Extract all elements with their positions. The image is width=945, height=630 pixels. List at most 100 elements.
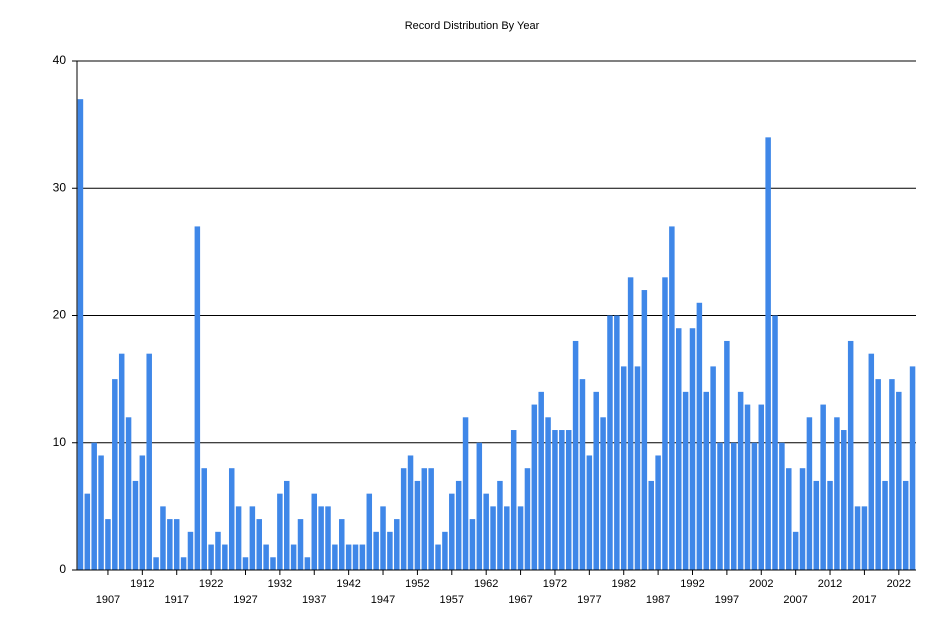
bar <box>875 379 881 570</box>
bar <box>325 506 331 570</box>
bar <box>751 442 758 570</box>
bar <box>242 557 249 570</box>
bar <box>201 468 207 570</box>
bar <box>339 519 345 570</box>
bar <box>173 519 180 570</box>
x-tick-label: 2007 <box>783 594 807 606</box>
bar <box>538 391 544 570</box>
bar <box>510 430 517 570</box>
bar <box>98 455 104 570</box>
bar <box>277 493 283 570</box>
bar <box>882 480 888 570</box>
bar <box>77 99 84 571</box>
bar <box>662 277 668 570</box>
bar <box>593 391 599 570</box>
bar <box>847 340 854 570</box>
bar <box>469 519 476 570</box>
bar <box>84 493 91 570</box>
x-tick-label: 2017 <box>852 594 876 606</box>
bar <box>118 353 125 570</box>
chart-title: Record Distribution By Year <box>405 20 540 32</box>
bar <box>779 442 785 570</box>
bar <box>132 480 139 570</box>
bar <box>689 328 696 570</box>
bar <box>270 557 276 570</box>
x-tick-label: 1932 <box>268 578 292 590</box>
bar <box>620 366 627 570</box>
bar <box>861 506 868 570</box>
bar <box>380 506 386 570</box>
bar <box>387 531 393 570</box>
x-tick-label: 1962 <box>474 578 498 590</box>
bar <box>703 391 710 570</box>
bar <box>497 480 503 570</box>
bar <box>868 353 875 570</box>
bar <box>524 468 531 570</box>
bar <box>614 315 620 570</box>
bar <box>627 277 634 570</box>
y-tick-label: 40 <box>53 53 67 67</box>
x-tick-label: 1972 <box>543 578 567 590</box>
x-tick-label: 1937 <box>302 594 326 606</box>
x-tick-label: 1942 <box>336 578 360 590</box>
bar <box>634 366 641 570</box>
bar <box>517 506 524 570</box>
bar <box>710 366 716 570</box>
bar <box>572 340 579 570</box>
bar <box>565 430 572 570</box>
bar <box>449 493 455 570</box>
y-tick-label: 10 <box>53 435 67 449</box>
bar <box>724 340 730 570</box>
bar <box>476 442 483 570</box>
bar <box>222 544 228 570</box>
bar <box>552 430 558 570</box>
bar <box>854 506 861 570</box>
bar <box>180 557 187 570</box>
bar <box>669 226 675 571</box>
y-tick-label: 20 <box>53 308 67 322</box>
bar <box>215 531 221 570</box>
bar <box>889 379 895 570</box>
bar <box>902 480 909 570</box>
bar <box>717 442 723 570</box>
bar <box>545 417 551 570</box>
x-tick-label: 1907 <box>96 594 120 606</box>
bar <box>208 544 214 570</box>
bar <box>297 519 304 570</box>
bar <box>655 455 661 570</box>
bar <box>731 442 737 570</box>
bar <box>772 315 778 570</box>
bar <box>435 544 441 570</box>
bar <box>421 468 428 570</box>
bar <box>249 506 256 570</box>
bar <box>909 366 916 570</box>
bar <box>304 557 311 570</box>
bar <box>641 290 648 570</box>
bar <box>105 519 111 570</box>
x-tick-label: 1987 <box>646 594 670 606</box>
bar <box>758 404 765 570</box>
bar <box>682 391 689 570</box>
x-tick-label: 2002 <box>749 578 773 590</box>
bar <box>146 353 152 570</box>
x-tick-label: 1922 <box>199 578 223 590</box>
bar <box>228 468 235 570</box>
bar <box>696 302 703 570</box>
bar <box>139 455 146 570</box>
bar <box>194 226 201 571</box>
x-tick-label: 1912 <box>130 578 154 590</box>
bar <box>675 328 682 570</box>
bar <box>290 544 297 570</box>
bar <box>407 455 414 570</box>
bar <box>345 544 352 570</box>
bar <box>283 480 290 570</box>
x-tick-label: 1927 <box>233 594 257 606</box>
x-tick-label: 1947 <box>371 594 395 606</box>
x-tick-label: 1957 <box>440 594 464 606</box>
bar <box>400 468 407 570</box>
y-tick-label: 0 <box>59 562 66 576</box>
bar <box>373 531 379 570</box>
bar <box>318 506 324 570</box>
bar <box>827 480 833 570</box>
x-tick-label: 1917 <box>164 594 188 606</box>
